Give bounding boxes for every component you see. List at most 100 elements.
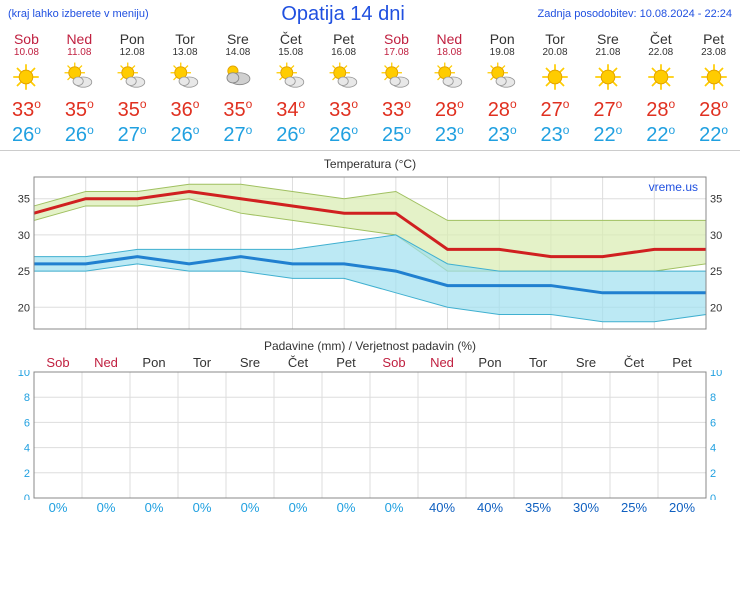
weather-icon-cell (634, 58, 687, 96)
temp-low: 23o (529, 124, 582, 146)
precip-probability: 0% (82, 500, 130, 515)
svg-text:35: 35 (710, 194, 722, 206)
sun-icon (538, 60, 572, 94)
weather-icon-cell (0, 58, 53, 96)
day-date: 21.08 (581, 47, 634, 58)
precipitation-day-labels: SobNedPonTorSreČetPetSobNedPonTorSreČetP… (8, 355, 732, 370)
day-column: Tor 13.08 36o 26o (159, 30, 212, 150)
weather-icon-cell (476, 58, 529, 96)
precip-day-label: Pet (658, 355, 706, 370)
sun-cloud-icon (62, 60, 96, 94)
weather-icon-cell (211, 58, 264, 96)
day-column: Pon 12.08 35o 27o (106, 30, 159, 150)
precip-day-label: Pon (130, 355, 178, 370)
svg-text:4: 4 (24, 443, 30, 455)
precip-probability: 40% (418, 500, 466, 515)
temp-high: 28o (687, 96, 740, 124)
weather-icon-cell (106, 58, 159, 96)
precip-day-label: Tor (178, 355, 226, 370)
svg-text:20: 20 (18, 303, 30, 315)
temp-high: 28o (476, 96, 529, 124)
svg-text:0: 0 (24, 493, 30, 500)
day-column: Sre 21.08 27o 22o (581, 30, 634, 150)
precip-probability: 25% (610, 500, 658, 515)
temp-low: 22o (581, 124, 634, 146)
precip-day-label: Tor (514, 355, 562, 370)
day-abbr: Ned (53, 32, 106, 47)
temp-low: 25o (370, 124, 423, 146)
svg-text:2: 2 (710, 468, 716, 480)
sun-cloud-icon (432, 60, 466, 94)
day-abbr: Čet (634, 32, 687, 47)
svg-text:0: 0 (710, 493, 716, 500)
temp-high: 35o (53, 96, 106, 124)
day-date: 22.08 (634, 47, 687, 58)
precip-day-label: Sob (370, 355, 418, 370)
weather-icon-cell (159, 58, 212, 96)
precip-day-label: Pon (466, 355, 514, 370)
svg-text:10: 10 (710, 370, 722, 379)
temp-low: 26o (53, 124, 106, 146)
svg-text:8: 8 (710, 393, 716, 405)
day-date: 23.08 (687, 47, 740, 58)
day-date: 19.08 (476, 47, 529, 58)
weather-forecast-container: (kraj lahko izberete v meniju) Opatija 1… (0, 0, 740, 515)
forecast-table: Sob 10.08 33o 26o Ned 11.08 35o 26o Pon … (0, 30, 740, 151)
svg-text:30: 30 (18, 230, 30, 242)
sun-icon (644, 60, 678, 94)
page-title: Opatija 14 dni (149, 3, 538, 26)
temp-high: 36o (159, 96, 212, 124)
day-date: 16.08 (317, 47, 370, 58)
temp-high: 35o (106, 96, 159, 124)
weather-icon-cell (264, 58, 317, 96)
day-abbr: Tor (159, 32, 212, 47)
day-column: Sob 10.08 33o 26o (0, 30, 53, 150)
precipitation-chart: 00224466881010 (8, 370, 732, 500)
precip-probability: 30% (562, 500, 610, 515)
temp-low: 22o (687, 124, 740, 146)
temp-low: 26o (317, 124, 370, 146)
precip-day-label: Sob (34, 355, 82, 370)
day-abbr: Sre (581, 32, 634, 47)
day-column: Ned 18.08 28o 23o (423, 30, 476, 150)
precip-day-label: Sre (226, 355, 274, 370)
precip-probability: 20% (658, 500, 706, 515)
weather-icon-cell (370, 58, 423, 96)
day-abbr: Pon (476, 32, 529, 47)
temp-low: 26o (264, 124, 317, 146)
weather-icon-cell (529, 58, 582, 96)
temp-high: 28o (423, 96, 476, 124)
weather-icon-cell (687, 58, 740, 96)
temperature-chart-section: Temperatura (°C) 2020252530303535vreme.u… (0, 157, 740, 333)
svg-text:20: 20 (710, 303, 722, 315)
temp-low: 26o (0, 124, 53, 146)
menu-hint[interactable]: (kraj lahko izberete v meniju) (8, 3, 149, 20)
precip-day-label: Ned (82, 355, 130, 370)
day-date: 12.08 (106, 47, 159, 58)
weather-icon-cell (581, 58, 634, 96)
day-date: 20.08 (529, 47, 582, 58)
day-column: Pet 16.08 33o 26o (317, 30, 370, 150)
temp-high: 33o (370, 96, 423, 124)
precipitation-probability-row: 0%0%0%0%0%0%0%0%40%40%35%30%25%20% (8, 500, 732, 515)
precip-probability: 40% (466, 500, 514, 515)
svg-text:25: 25 (18, 266, 30, 278)
temp-high: 33o (0, 96, 53, 124)
sun-cloud-icon (115, 60, 149, 94)
svg-text:4: 4 (710, 443, 716, 455)
last-updated: Zadnja posodobitev: 10.08.2024 - 22:24 (538, 3, 732, 20)
precip-probability: 0% (34, 500, 82, 515)
sun-icon (591, 60, 625, 94)
header: (kraj lahko izberete v meniju) Opatija 1… (0, 0, 740, 26)
day-date: 13.08 (159, 47, 212, 58)
svg-text:25: 25 (710, 266, 722, 278)
weather-icon-cell (423, 58, 476, 96)
temp-low: 23o (423, 124, 476, 146)
temp-high: 27o (581, 96, 634, 124)
precip-day-label: Ned (418, 355, 466, 370)
precip-day-label: Sre (562, 355, 610, 370)
svg-text:10: 10 (18, 370, 30, 379)
temp-low: 22o (634, 124, 687, 146)
precip-day-label: Pet (322, 355, 370, 370)
day-date: 15.08 (264, 47, 317, 58)
